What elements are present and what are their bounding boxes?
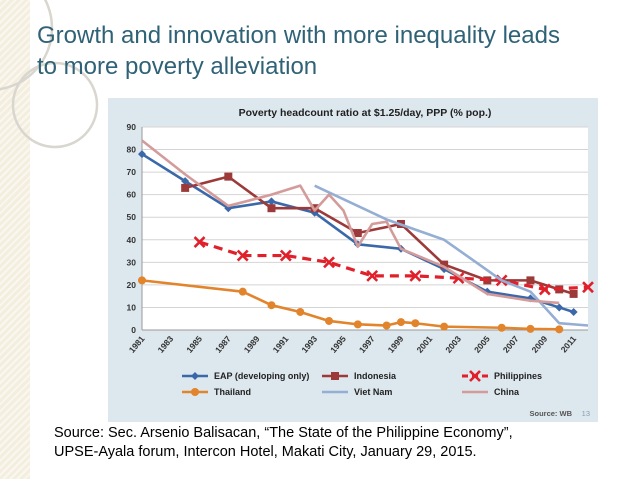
data-point-indonesia <box>526 276 535 285</box>
x-tick-label: 1999 <box>386 334 406 355</box>
x-tick-label: 1991 <box>271 334 291 355</box>
legend-label-viet-nam: Viet Nam <box>354 387 392 397</box>
data-point-eap-developing-only <box>526 294 535 303</box>
data-point-indonesia <box>267 204 276 213</box>
data-point-indonesia <box>353 229 362 238</box>
legend-item-philippines: Philippines <box>462 370 542 382</box>
data-point-philippines <box>323 256 335 269</box>
data-point-indonesia <box>569 289 578 298</box>
data-point-thailand <box>353 320 362 329</box>
decorative-ring-large <box>0 0 54 91</box>
legend-item-viet-nam: Viet Nam <box>322 387 392 397</box>
data-point-philippines <box>538 283 551 296</box>
data-point-philippines <box>236 249 249 262</box>
legend-marker-philippines <box>469 370 481 382</box>
data-point-indonesia <box>440 260 449 269</box>
chart-title: Poverty headcount ratio at $1.25/day, PP… <box>239 107 492 119</box>
y-tick-label: 20 <box>127 280 137 290</box>
y-tick-label: 80 <box>127 145 137 155</box>
decorative-circles <box>0 0 99 149</box>
data-point-thailand <box>526 324 535 333</box>
slide-title-line1: Growth and innovation with more inequali… <box>37 22 560 49</box>
y-tick-label: 10 <box>127 302 137 312</box>
y-tick-label: 60 <box>127 190 137 200</box>
legend-label-thailand: Thailand <box>214 387 251 397</box>
legend-item-indonesia: Indonesia <box>322 371 397 381</box>
x-tick-label: 1985 <box>184 334 204 355</box>
data-point-thailand <box>267 301 276 310</box>
y-tick-label: 0 <box>131 325 136 335</box>
data-point-eap-developing-only <box>555 303 564 312</box>
x-tick-label: 1997 <box>357 334 377 355</box>
series-line-viet-nam <box>314 184 589 327</box>
x-tick-label: 2011 <box>559 334 579 355</box>
data-point-indonesia <box>181 183 190 192</box>
series-thailand <box>138 276 564 334</box>
y-tick-label: 70 <box>127 167 137 177</box>
source-line-2: UPSE-Ayala forum, Intercon Hotel, Makati… <box>54 444 477 460</box>
x-tick-label: 2003 <box>443 334 463 355</box>
legend-label-eap-developing-only: EAP (developing only) <box>214 371 309 381</box>
y-tick-label: 50 <box>127 212 137 222</box>
series-china <box>141 139 560 305</box>
series-line-china <box>141 139 560 305</box>
data-point-philippines <box>409 269 422 282</box>
data-point-thailand <box>497 323 506 332</box>
x-tick-label: 1995 <box>328 334 348 355</box>
x-tick-label: 2007 <box>501 334 521 355</box>
x-tick-label: 1989 <box>242 334 262 355</box>
data-point-thailand <box>296 307 305 316</box>
legend-marker-thailand <box>191 388 199 396</box>
data-point-thailand <box>440 322 449 331</box>
chart-source: Source: WB <box>529 409 572 418</box>
legend-item-china: China <box>462 387 520 397</box>
data-point-philippines <box>582 281 594 294</box>
legend-label-indonesia: Indonesia <box>354 371 397 381</box>
y-tick-label: 90 <box>127 122 137 132</box>
x-tick-label: 1987 <box>213 334 233 355</box>
data-point-philippines <box>366 269 379 282</box>
legend-marker-indonesia <box>331 372 339 380</box>
y-tick-label: 40 <box>127 235 137 245</box>
data-point-eap-developing-only <box>138 150 146 159</box>
legend-item-eap-developing-only: EAP (developing only) <box>182 371 309 381</box>
source-citation: Source: Sec. Arsenio Balisacan, “The Sta… <box>54 424 624 462</box>
legend-marker-eap-developing-only <box>191 372 199 380</box>
series-viet-nam <box>314 184 589 327</box>
x-tick-label: 1981 <box>127 334 147 355</box>
series-philippines <box>193 236 594 296</box>
chart-page-number: 13 <box>582 409 590 418</box>
x-tick-label: 1983 <box>155 334 175 355</box>
legend-label-philippines: Philippines <box>494 371 542 381</box>
data-point-thailand <box>238 287 247 296</box>
y-tick-label: 30 <box>127 257 137 267</box>
x-tick-label: 1993 <box>299 334 319 355</box>
data-point-thailand <box>411 319 420 328</box>
data-point-thailand <box>382 321 391 330</box>
data-point-eap-developing-only <box>569 307 578 316</box>
data-point-thailand <box>396 318 405 327</box>
x-tick-label: 2009 <box>530 334 550 355</box>
chart-container: Poverty headcount ratio at $1.25/day, PP… <box>108 98 598 422</box>
data-point-indonesia <box>224 172 233 181</box>
data-point-thailand <box>325 316 334 325</box>
data-point-eap-developing-only <box>181 177 190 186</box>
data-point-philippines <box>193 236 206 248</box>
slide-title: Growth and innovation with more inequali… <box>37 20 617 82</box>
data-point-eap-developing-only <box>267 197 276 206</box>
legend-label-china: China <box>494 387 520 397</box>
slide-title-line2: to more poverty alleviation <box>37 53 318 80</box>
source-line-1: Source: Sec. Arsenio Balisacan, “The Sta… <box>54 425 513 441</box>
data-point-thailand <box>555 325 564 334</box>
legend-item-thailand: Thailand <box>182 387 251 397</box>
series-line-philippines <box>199 240 589 291</box>
decorative-ring-small <box>11 61 99 149</box>
data-point-philippines <box>279 249 292 262</box>
data-point-thailand <box>138 276 146 285</box>
poverty-chart: Poverty headcount ratio at $1.25/day, PP… <box>127 107 594 418</box>
x-tick-label: 2005 <box>472 334 492 355</box>
x-tick-label: 2001 <box>414 334 434 355</box>
